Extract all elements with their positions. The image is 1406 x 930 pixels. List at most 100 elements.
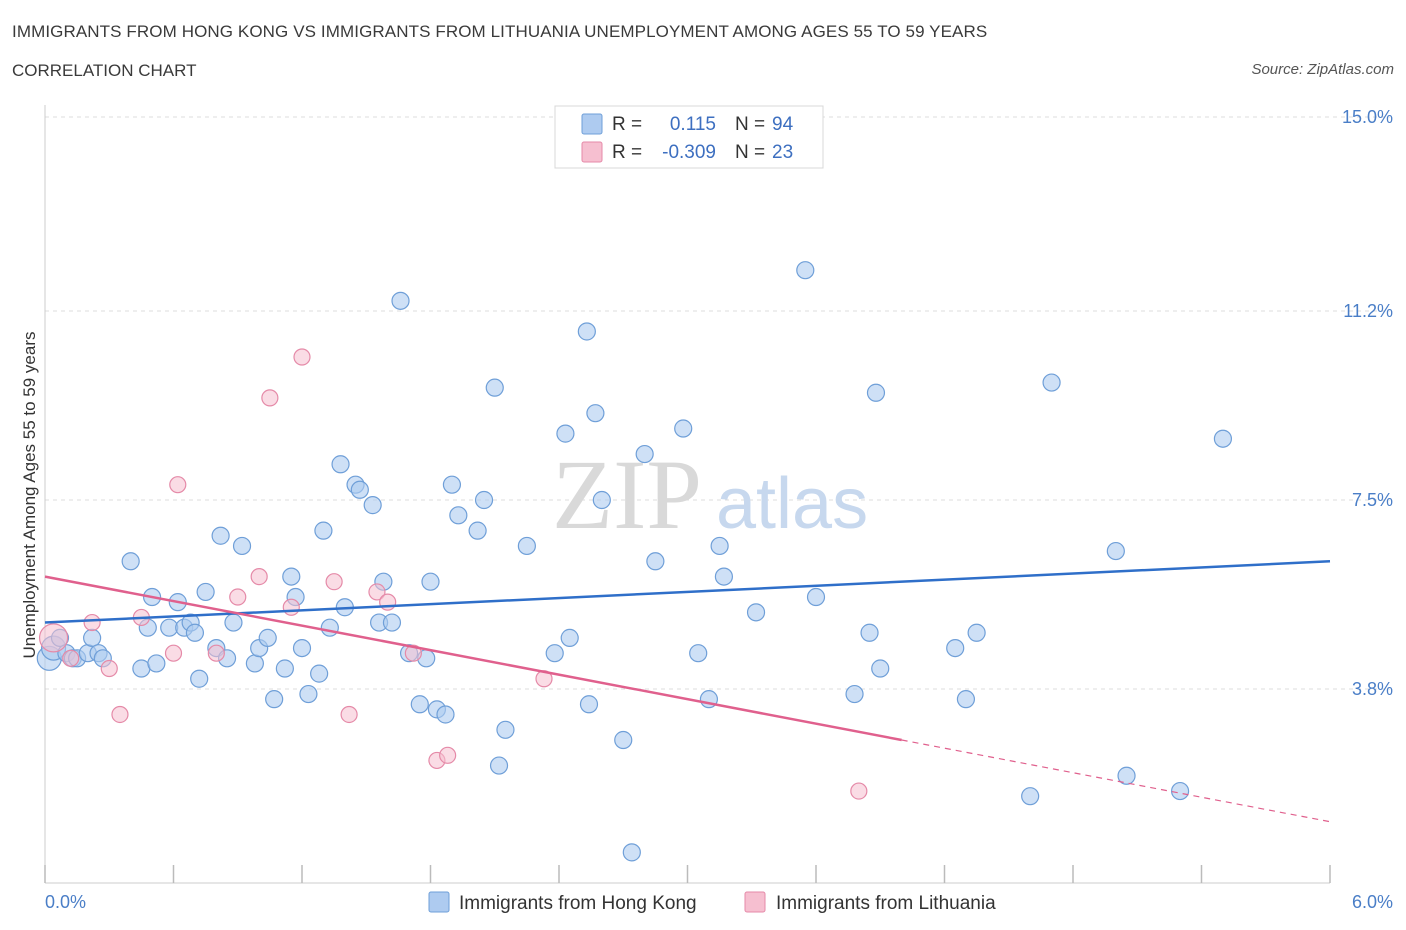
legend-n-label-hong-kong: N = bbox=[735, 114, 765, 135]
top-legend: R = 0.115 N = 94 R = -0.309 N = 23 bbox=[554, 105, 824, 169]
y-axis-label: Unemployment Among Ages 55 to 59 years bbox=[20, 332, 39, 659]
point-hong-kong-47 bbox=[391, 291, 410, 310]
point-hong-kong-39 bbox=[331, 455, 350, 474]
point-lithuania-18 bbox=[404, 644, 422, 662]
chart-subtitle: CORRELATION CHART bbox=[12, 61, 197, 80]
x-tick-label-0: 0.0% bbox=[45, 892, 86, 912]
y-tick-label-0: 3.8% bbox=[1352, 679, 1393, 699]
point-lithuania-0 bbox=[38, 623, 69, 653]
point-lithuania-11 bbox=[261, 389, 279, 407]
point-hong-kong-32 bbox=[282, 567, 301, 586]
legend-swatch-hong-kong bbox=[581, 113, 603, 135]
point-hong-kong-57 bbox=[474, 490, 494, 510]
point-hong-kong-78 bbox=[746, 603, 766, 622]
point-hong-kong-63 bbox=[556, 424, 575, 443]
point-lithuania-1 bbox=[62, 649, 80, 667]
point-hong-kong-26 bbox=[232, 536, 252, 556]
point-hong-kong-35 bbox=[299, 684, 318, 704]
point-hong-kong-70 bbox=[622, 843, 641, 862]
point-hong-kong-83 bbox=[866, 383, 886, 402]
point-hong-kong-37 bbox=[314, 521, 333, 540]
legend-n-label-lithuania: N = bbox=[735, 142, 765, 163]
point-hong-kong-38 bbox=[320, 618, 339, 637]
point-lithuania-12 bbox=[282, 598, 300, 616]
point-hong-kong-72 bbox=[646, 552, 665, 571]
point-lithuania-16 bbox=[368, 583, 386, 601]
point-hong-kong-81 bbox=[845, 684, 864, 704]
point-hong-kong-10 bbox=[121, 552, 140, 571]
point-hong-kong-54 bbox=[442, 475, 462, 494]
point-hong-kong-66 bbox=[579, 695, 599, 714]
point-hong-kong-88 bbox=[1021, 787, 1040, 806]
point-hong-kong-43 bbox=[363, 496, 382, 515]
point-hong-kong-56 bbox=[468, 521, 487, 540]
point-hong-kong-25 bbox=[224, 613, 243, 632]
x-tick-labels: 0.0% 6.0% bbox=[45, 892, 1393, 912]
point-hong-kong-19 bbox=[185, 623, 205, 642]
point-hong-kong-82 bbox=[860, 623, 879, 642]
legend-n-value-hong-kong: 94 bbox=[772, 114, 794, 135]
point-hong-kong-80 bbox=[806, 587, 826, 607]
legend-r-value-lithuania: -0.309 bbox=[662, 142, 716, 163]
x-tick-label-1: 6.0% bbox=[1352, 892, 1393, 912]
point-lithuania-6 bbox=[164, 644, 183, 662]
point-hong-kong-79 bbox=[796, 261, 815, 280]
point-hong-kong-58 bbox=[485, 378, 504, 397]
trend-line-lithuania-extension bbox=[901, 739, 1331, 823]
point-hong-kong-69 bbox=[614, 730, 633, 750]
point-hong-kong-23 bbox=[211, 526, 230, 545]
y-tick-label-2: 11.2% bbox=[1343, 301, 1393, 321]
grid-lines bbox=[45, 116, 1390, 690]
bottom-legend-label-hong-kong: Immigrants from Hong Kong bbox=[459, 893, 697, 914]
legend-r-label-lithuania: R = bbox=[612, 142, 642, 163]
point-hong-kong-34 bbox=[292, 638, 312, 658]
point-hong-kong-20 bbox=[190, 669, 209, 688]
point-hong-kong-51 bbox=[421, 572, 440, 591]
point-hong-kong-42 bbox=[350, 480, 369, 499]
point-lithuania-3 bbox=[100, 659, 118, 678]
point-hong-kong-87 bbox=[967, 623, 986, 642]
point-hong-kong-77 bbox=[714, 567, 734, 586]
point-lithuania-14 bbox=[325, 573, 343, 591]
point-hong-kong-93 bbox=[1213, 429, 1233, 448]
watermark-atlas: atlas bbox=[716, 464, 868, 544]
legend-r-label-hong-kong: R = bbox=[612, 114, 642, 135]
point-hong-kong-29 bbox=[258, 628, 277, 647]
point-lithuania-15 bbox=[340, 705, 358, 724]
point-hong-kong-49 bbox=[410, 695, 429, 714]
series-hong-kong-points bbox=[36, 261, 1233, 862]
point-hong-kong-92 bbox=[1170, 781, 1190, 801]
bottom-legend-swatch-lithuania bbox=[744, 891, 766, 913]
point-lithuania-9 bbox=[229, 588, 247, 606]
point-hong-kong-91 bbox=[1117, 766, 1136, 785]
bottom-legend-swatch-hong-kong bbox=[428, 891, 450, 913]
bottom-legend-label-lithuania: Immigrants from Lithuania bbox=[776, 893, 996, 914]
trend-lines bbox=[44, 560, 1331, 823]
point-lithuania-7 bbox=[169, 476, 187, 494]
trend-line-lithuania bbox=[44, 575, 902, 742]
point-hong-kong-73 bbox=[674, 419, 693, 438]
legend-r-value-hong-kong: 0.115 bbox=[670, 114, 716, 135]
watermark-zip: ZIP bbox=[552, 439, 702, 550]
point-hong-kong-64 bbox=[560, 628, 579, 647]
trend-line-hong-kong bbox=[44, 560, 1331, 624]
watermark: ZIP atlas bbox=[552, 439, 868, 550]
point-lithuania-13 bbox=[293, 348, 311, 366]
point-hong-kong-21 bbox=[196, 582, 215, 602]
point-hong-kong-55 bbox=[449, 506, 468, 525]
point-lithuania-4 bbox=[111, 705, 129, 724]
point-hong-kong-7 bbox=[83, 628, 102, 647]
bottom-legend: Immigrants from Hong Kong Immigrants fro… bbox=[428, 891, 996, 914]
point-hong-kong-68 bbox=[592, 490, 611, 510]
point-hong-kong-61 bbox=[517, 536, 536, 556]
point-hong-kong-27 bbox=[245, 654, 264, 673]
point-hong-kong-53 bbox=[436, 705, 455, 724]
point-hong-kong-14 bbox=[147, 654, 166, 673]
legend-swatch-lithuania bbox=[581, 141, 603, 163]
legend-n-value-lithuania: 23 bbox=[772, 142, 793, 163]
point-hong-kong-65 bbox=[577, 322, 596, 341]
point-hong-kong-85 bbox=[946, 638, 965, 658]
point-lithuania-2 bbox=[83, 613, 101, 632]
point-hong-kong-46 bbox=[382, 613, 402, 632]
